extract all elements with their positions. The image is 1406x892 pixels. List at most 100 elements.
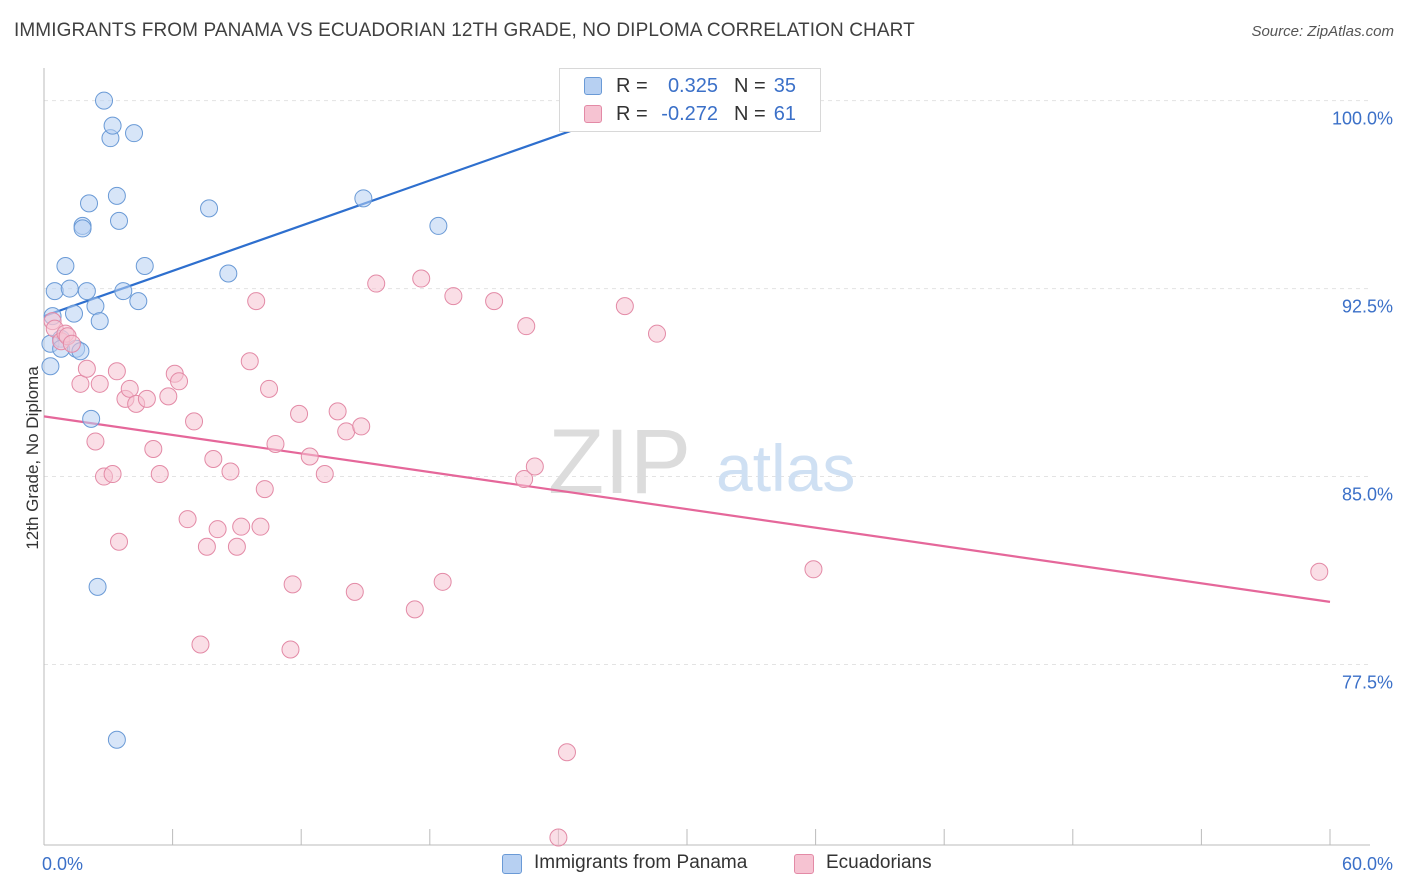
source-credit: Source: ZipAtlas.com [1251,23,1394,40]
trend-lines [43,99,1331,603]
panama-point [354,189,373,208]
ecuadorian-point [251,517,270,536]
legend-box: R = 0.325 N = 35 R = -0.272 N = 61 [559,68,821,132]
ecuadorian-point [221,462,240,481]
ecuadorian-point [328,402,347,421]
panama-point [135,257,154,276]
ecuadorian-point [290,404,309,423]
ecuadorian-point [266,434,285,453]
y-tick-label: 92.5% [1342,297,1393,317]
ecuadorian-point [247,292,266,311]
legend-row-ecuadorians: R = -0.272 N = 61 [560,100,820,128]
panama-point [86,297,105,316]
panama-point [110,211,129,230]
watermark-atlas: atlas [716,431,855,505]
y-axis-label: 12th Grade, No Diploma [23,366,42,550]
ecuadorian-point [227,537,246,556]
ecuadorian-point [281,640,300,659]
panama-point [429,216,448,235]
panama-point [73,219,92,238]
panama-point [82,409,101,428]
ecuadorian-point [159,387,178,406]
ecuadorian-point [557,743,576,762]
legend-swatch-blue [584,77,602,95]
ecuadorian-point [517,317,536,336]
panama-point [45,282,64,301]
panama-point [95,91,114,110]
legend-n-value: 61 [773,103,796,125]
panama-point [77,282,96,301]
ecuadorian-point [110,532,129,551]
y-tick-label: 77.5% [1342,673,1393,693]
chart-title: IMMIGRANTS FROM PANAMA VS ECUADORIAN 12T… [14,20,915,41]
ecuadorian-point [615,297,634,316]
panama-point [60,279,79,298]
ecuadorian-point [103,465,122,484]
bottom-legend-swatch-pink [794,854,814,874]
panama-point [103,116,122,135]
panama-point [80,194,99,213]
ecuadorian-point [485,292,504,311]
legend-r-label: R = [616,75,648,97]
y-tick-label: 85.0% [1342,485,1393,505]
ecuadorian-point [62,334,81,353]
bottom-legend-label: Ecuadorians [826,852,932,873]
panama-point [125,124,144,143]
ecuadorian-point [208,520,227,539]
ecuadorian-point [197,537,216,556]
legend-n-label: N = [734,75,766,97]
ecuadorian-point [345,582,364,601]
ecuadorian-point [120,379,139,398]
ecuadorian-point [77,359,96,378]
axes [43,68,1370,846]
ecuadorian-point [804,560,823,579]
ecuadorian-point [647,324,666,343]
ecuadorian-point [1310,562,1329,581]
ecuadorian-point [90,374,109,393]
ecuadorian-point [204,450,223,469]
ecuadorian-point [300,447,319,466]
ecuadorian-point [71,374,90,393]
legend-r-value: -0.272 [661,103,718,125]
panama-point [129,292,148,311]
ecuadorian-point [549,828,568,847]
axis-labels: 12th Grade, No Diploma 77.5% 85.0% 92.5% 10… [23,109,1393,874]
ecuadorian-point [178,510,197,529]
ecuadorian-point [444,287,463,306]
ecuadorian-point [515,470,534,489]
ecuadorian-point [352,417,371,436]
legend-r-label: R = [616,103,648,125]
panama-point [107,730,126,749]
ecuadorian-point [260,379,279,398]
ecuadorian-point [191,635,210,654]
y-tick-label: 100.0% [1332,109,1393,129]
panama-point [88,577,107,596]
ecuadorian-trend-line [43,415,1331,603]
watermark-zip: ZIP [548,411,691,513]
ecuadorian-point [367,274,386,293]
ecuadorian-point [433,572,452,591]
ecuadorian-point [86,432,105,451]
panama-trend-line [43,99,658,318]
ecuadorian-point [185,412,204,431]
gridlines [44,100,1370,666]
ecuadorian-point [315,465,334,484]
panama-point [90,312,109,331]
watermark: ZIP atlas [548,411,855,513]
ecuadorian-point [283,575,302,594]
ecuadorian-point [170,372,189,391]
ecuadorian-point [405,600,424,619]
bottom-legend-swatch-blue [502,854,522,874]
ecuadorian-point [337,422,356,441]
legend-r-value: 0.325 [667,75,718,97]
ecuadorian-point [255,480,274,499]
ecuadorian-point [525,457,544,476]
legend-n-value: 35 [773,75,796,97]
ecuadorian-point [232,517,251,536]
ecuadorian-point [150,465,169,484]
legend-row-panama: R = 0.325 N = 35 [560,72,820,100]
ecuadorian-point [137,389,156,408]
panama-point [114,282,133,301]
panama-point [200,199,219,218]
